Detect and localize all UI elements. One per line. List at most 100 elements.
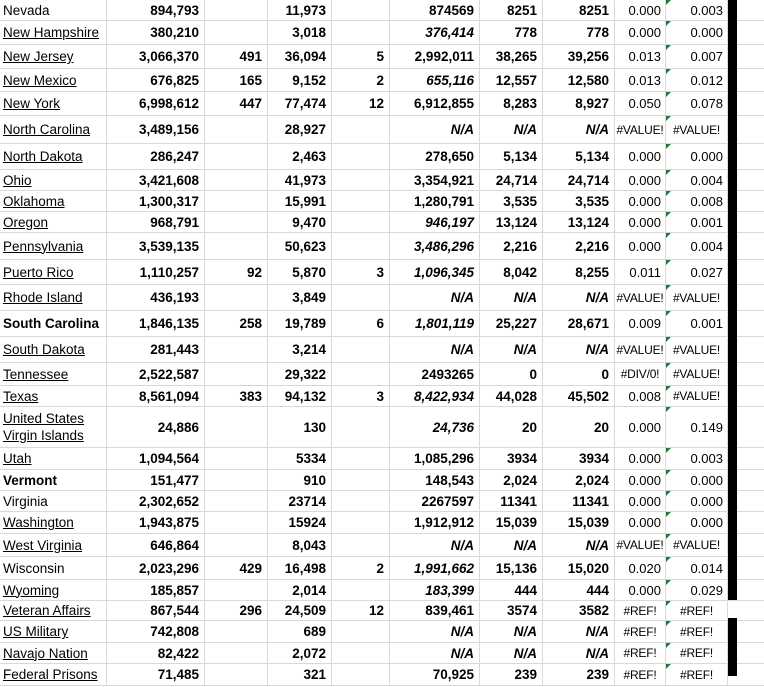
cell-col-c[interactable]: 491: [205, 45, 268, 69]
cell-col-b[interactable]: 185,857: [107, 580, 205, 601]
cell-col-c[interactable]: 165: [205, 69, 268, 92]
cell-col-j[interactable]: 0.003: [666, 0, 728, 21]
cell-col-h[interactable]: 15,039: [543, 512, 615, 534]
cell-col-f[interactable]: 278,650: [390, 144, 480, 170]
cell-col-b[interactable]: 436,193: [107, 285, 205, 311]
cell-col-j[interactable]: #VALUE!: [666, 363, 728, 386]
cell-col-e[interactable]: [332, 363, 390, 386]
cell-col-d[interactable]: 3,849: [268, 285, 332, 311]
cell-col-d[interactable]: 11,973: [268, 0, 332, 21]
cell-col-d[interactable]: 5,870: [268, 260, 332, 285]
cell-col-h[interactable]: 15,020: [543, 557, 615, 580]
cell-col-h[interactable]: 444: [543, 580, 615, 601]
cell-col-c[interactable]: [205, 491, 268, 512]
cell-empty[interactable]: [728, 580, 764, 601]
cell-empty[interactable]: [728, 621, 764, 643]
cell-col-e[interactable]: 12: [332, 92, 390, 116]
cell-state-name[interactable]: Rhode Island: [0, 285, 107, 311]
cell-col-i[interactable]: #DIV/0!: [615, 363, 666, 386]
cell-empty[interactable]: [728, 491, 764, 512]
cell-col-g[interactable]: 3934: [480, 448, 543, 470]
cell-col-j[interactable]: #VALUE!: [666, 116, 728, 144]
cell-col-f[interactable]: N/A: [390, 643, 480, 664]
cell-empty[interactable]: [728, 664, 764, 686]
cell-col-b[interactable]: 6,998,612: [107, 92, 205, 116]
cell-col-d[interactable]: 36,094: [268, 45, 332, 69]
cell-col-g[interactable]: N/A: [480, 116, 543, 144]
cell-col-g[interactable]: 3,535: [480, 191, 543, 212]
cell-col-b[interactable]: 3,539,135: [107, 233, 205, 260]
cell-col-f[interactable]: N/A: [390, 285, 480, 311]
cell-col-e[interactable]: [332, 170, 390, 191]
cell-col-i[interactable]: 0.000: [615, 233, 666, 260]
cell-col-f[interactable]: 183,399: [390, 580, 480, 601]
cell-col-j[interactable]: #REF!: [666, 601, 728, 621]
cell-col-d[interactable]: 9,470: [268, 212, 332, 233]
cell-empty[interactable]: [728, 0, 764, 21]
cell-col-b[interactable]: 281,443: [107, 337, 205, 363]
cell-col-g[interactable]: N/A: [480, 337, 543, 363]
cell-col-h[interactable]: N/A: [543, 285, 615, 311]
cell-col-b[interactable]: 646,864: [107, 534, 205, 557]
cell-col-e[interactable]: 2: [332, 69, 390, 92]
cell-col-d[interactable]: 15,991: [268, 191, 332, 212]
cell-state-name[interactable]: Federal Prisons: [0, 664, 107, 686]
cell-col-d[interactable]: 23714: [268, 491, 332, 512]
cell-col-e[interactable]: [332, 285, 390, 311]
cell-col-c[interactable]: [205, 191, 268, 212]
cell-col-c[interactable]: [205, 448, 268, 470]
cell-col-j[interactable]: 0.012: [666, 69, 728, 92]
cell-col-j[interactable]: 0.004: [666, 170, 728, 191]
cell-col-c[interactable]: [205, 664, 268, 686]
cell-col-d[interactable]: 77,474: [268, 92, 332, 116]
cell-col-i[interactable]: 0.000: [615, 144, 666, 170]
cell-col-c[interactable]: 296: [205, 601, 268, 621]
cell-state-name[interactable]: Ohio: [0, 170, 107, 191]
cell-state-name[interactable]: Virginia: [0, 491, 107, 512]
cell-col-b[interactable]: 24,886: [107, 407, 205, 448]
cell-col-e[interactable]: [332, 337, 390, 363]
cell-col-f[interactable]: 1,801,119: [390, 311, 480, 337]
cell-state-name[interactable]: Utah: [0, 448, 107, 470]
cell-col-e[interactable]: [332, 407, 390, 448]
cell-col-f[interactable]: 3,354,921: [390, 170, 480, 191]
cell-col-d[interactable]: 2,463: [268, 144, 332, 170]
cell-col-i[interactable]: 0.000: [615, 0, 666, 21]
cell-col-e[interactable]: 6: [332, 311, 390, 337]
cell-col-e[interactable]: [332, 116, 390, 144]
cell-col-e[interactable]: [332, 448, 390, 470]
cell-col-g[interactable]: 8,042: [480, 260, 543, 285]
cell-col-b[interactable]: 151,477: [107, 470, 205, 491]
cell-col-i[interactable]: 0.000: [615, 448, 666, 470]
cell-col-h[interactable]: 2,024: [543, 470, 615, 491]
cell-state-name[interactable]: North Dakota: [0, 144, 107, 170]
cell-col-d[interactable]: 9,152: [268, 69, 332, 92]
cell-col-g[interactable]: 5,134: [480, 144, 543, 170]
cell-state-name[interactable]: New Jersey: [0, 45, 107, 69]
cell-col-h[interactable]: N/A: [543, 116, 615, 144]
cell-col-i[interactable]: 0.011: [615, 260, 666, 285]
cell-col-i[interactable]: 0.000: [615, 470, 666, 491]
cell-col-b[interactable]: 2,302,652: [107, 491, 205, 512]
cell-col-c[interactable]: [205, 337, 268, 363]
cell-col-f[interactable]: 874569: [390, 0, 480, 21]
cell-col-i[interactable]: #VALUE!: [615, 534, 666, 557]
cell-col-b[interactable]: 894,793: [107, 0, 205, 21]
cell-col-d[interactable]: 16,498: [268, 557, 332, 580]
cell-col-c[interactable]: [205, 512, 268, 534]
cell-col-i[interactable]: 0.000: [615, 491, 666, 512]
cell-col-c[interactable]: 447: [205, 92, 268, 116]
cell-col-j[interactable]: 0.001: [666, 311, 728, 337]
cell-col-b[interactable]: 1,943,875: [107, 512, 205, 534]
cell-col-g[interactable]: 8251: [480, 0, 543, 21]
cell-col-g[interactable]: N/A: [480, 643, 543, 664]
cell-empty[interactable]: [728, 448, 764, 470]
cell-state-name[interactable]: South Dakota: [0, 337, 107, 363]
cell-col-i[interactable]: 0.000: [615, 212, 666, 233]
cell-empty[interactable]: [728, 557, 764, 580]
cell-col-c[interactable]: [205, 212, 268, 233]
cell-state-name[interactable]: Vermont: [0, 470, 107, 491]
cell-col-h[interactable]: 3582: [543, 601, 615, 621]
cell-col-b[interactable]: 286,247: [107, 144, 205, 170]
cell-col-i[interactable]: 0.000: [615, 21, 666, 45]
